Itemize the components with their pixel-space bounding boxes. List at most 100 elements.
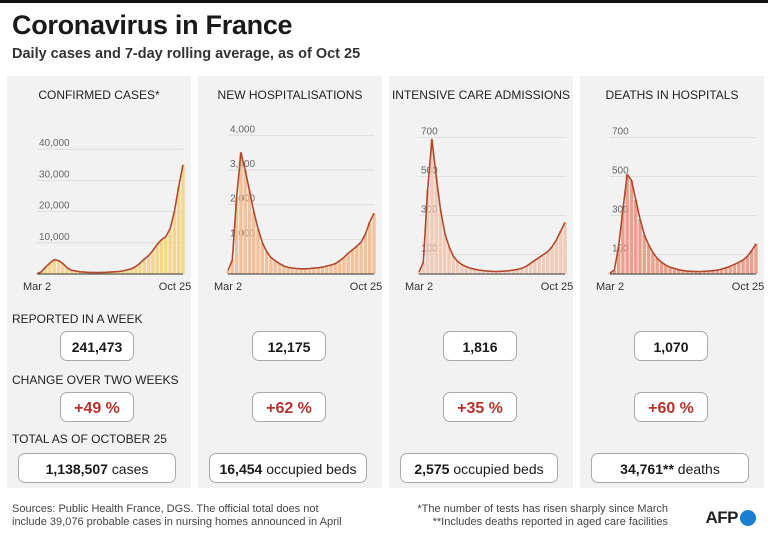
chart-new-hospitalisations: 1,0002,0003,0004,000Mar 2Oct 25 bbox=[198, 106, 382, 298]
change-value: +60 % bbox=[648, 400, 694, 417]
data-bar bbox=[452, 256, 455, 274]
data-bar bbox=[563, 222, 566, 274]
total-unit: deaths bbox=[678, 461, 720, 477]
x-tick-label-end: Oct 25 bbox=[350, 281, 382, 293]
total-confirmed-cases: 1,138,507 cases bbox=[18, 453, 176, 483]
sources-note: Sources: Public Health France, DGS. The … bbox=[12, 503, 342, 529]
data-bar bbox=[252, 212, 255, 274]
data-bar bbox=[173, 212, 176, 274]
change-value: +49 % bbox=[74, 400, 120, 417]
data-bar bbox=[546, 252, 549, 274]
change-confirmed-cases: +49 % bbox=[60, 392, 134, 422]
data-bar bbox=[317, 268, 320, 274]
reported-intensive-care: 1,816 bbox=[443, 331, 517, 361]
data-bar bbox=[168, 229, 171, 274]
data-bar bbox=[533, 260, 536, 274]
data-bar bbox=[269, 257, 272, 274]
data-bar bbox=[368, 222, 371, 274]
x-tick-label-start: Mar 2 bbox=[405, 281, 433, 293]
reported-value: 1,816 bbox=[462, 339, 497, 355]
x-tick-label-end: Oct 25 bbox=[541, 281, 573, 293]
y-tick-label: 700 bbox=[421, 127, 438, 138]
data-bar bbox=[754, 244, 757, 274]
y-tick-label: 700 bbox=[612, 127, 629, 138]
page-subtitle: Daily cases and 7-day rolling average, a… bbox=[12, 46, 360, 62]
total-deaths: 34,761** deaths bbox=[591, 453, 749, 483]
page-title: Coronavirus in France bbox=[12, 10, 292, 41]
data-bar bbox=[329, 265, 332, 274]
reported-value: 12,175 bbox=[268, 339, 311, 355]
reported-deaths: 1,070 bbox=[634, 331, 708, 361]
change-value: +62 % bbox=[266, 400, 312, 417]
change-deaths: +60 % bbox=[634, 392, 708, 422]
panel-title: INTENSIVE CARE ADMISSIONS bbox=[389, 88, 573, 102]
panel-title: DEATHS IN HOSPITALS bbox=[580, 88, 764, 102]
total-unit: occupied beds bbox=[266, 461, 356, 477]
reported-value: 241,473 bbox=[72, 339, 123, 355]
data-bar bbox=[265, 252, 268, 275]
x-tick-label-start: Mar 2 bbox=[596, 281, 624, 293]
footnotes: *The number of tests has risen sharply s… bbox=[417, 503, 668, 529]
data-bar bbox=[538, 257, 541, 274]
data-bar bbox=[364, 234, 367, 274]
panel-title: CONFIRMED CASES* bbox=[7, 88, 191, 102]
panel-confirmed-cases: CONFIRMED CASES* 10,000 20,000 30,000 40,00… bbox=[7, 76, 191, 488]
y-tick-label: 10,000 bbox=[39, 232, 70, 243]
x-tick-label-start: Mar 2 bbox=[23, 281, 51, 293]
data-bar bbox=[156, 244, 159, 274]
data-bar bbox=[737, 262, 740, 274]
data-bar bbox=[53, 260, 56, 274]
y-tick-label: 20,000 bbox=[39, 201, 70, 212]
row-label-reported: REPORTED IN A WEEK bbox=[12, 312, 142, 326]
data-bar bbox=[733, 264, 736, 274]
data-bar bbox=[342, 257, 345, 274]
total-value: 1,138,507 bbox=[46, 461, 108, 477]
data-bar bbox=[338, 261, 341, 274]
data-bar bbox=[372, 213, 375, 274]
row-label-total: TOTAL AS OF OCTOBER 25 bbox=[12, 432, 167, 446]
total-value: 34,761** bbox=[620, 461, 674, 477]
data-bar bbox=[151, 251, 154, 274]
reported-confirmed-cases: 241,473 bbox=[60, 331, 134, 361]
data-bar bbox=[647, 245, 650, 274]
sources-line: include 39,076 probable cases in nursing… bbox=[12, 516, 342, 529]
data-bar bbox=[443, 233, 446, 274]
data-bar bbox=[57, 261, 60, 274]
x-tick-label-end: Oct 25 bbox=[732, 281, 764, 293]
data-bar bbox=[741, 260, 744, 274]
data-bar bbox=[750, 251, 753, 274]
reported-hospitalisations: 12,175 bbox=[252, 331, 326, 361]
data-bar bbox=[746, 256, 749, 274]
data-bar bbox=[274, 261, 277, 274]
data-bar bbox=[147, 256, 150, 274]
data-bar bbox=[542, 255, 545, 275]
data-bar bbox=[559, 231, 562, 274]
y-tick-label: 4,000 bbox=[230, 124, 255, 135]
data-bar bbox=[244, 170, 247, 274]
data-bar bbox=[550, 247, 553, 274]
data-bar bbox=[261, 243, 264, 274]
footnote-tests: *The number of tests has risen sharply s… bbox=[417, 503, 668, 516]
data-bar bbox=[634, 200, 637, 274]
total-unit: cases bbox=[112, 461, 149, 477]
data-bar bbox=[651, 253, 654, 274]
data-bar bbox=[325, 266, 328, 274]
data-bar bbox=[643, 235, 646, 274]
data-bar bbox=[321, 267, 324, 274]
data-bar bbox=[656, 258, 659, 274]
top-rule bbox=[0, 0, 768, 3]
total-value: 2,575 bbox=[414, 461, 449, 477]
data-bar bbox=[177, 187, 180, 274]
data-bar bbox=[555, 240, 558, 274]
afp-logo: AFP bbox=[706, 508, 757, 528]
total-hospitalisations: 16,454 occupied beds bbox=[209, 453, 367, 483]
total-value: 16,454 bbox=[219, 461, 262, 477]
data-bar bbox=[248, 191, 251, 274]
footnote-deaths: **Includes deaths reported in aged care … bbox=[417, 516, 668, 529]
data-bar bbox=[355, 246, 358, 274]
data-bar bbox=[181, 165, 184, 274]
reported-value: 1,070 bbox=[653, 339, 688, 355]
chart-confirmed-cases: 10,00020,00030,00040,000Mar 2 Oct 25 bbox=[7, 106, 191, 298]
sources-line: Sources: Public Health France, DGS. The … bbox=[12, 503, 342, 516]
x-tick-label-end: Oct 25 bbox=[159, 281, 191, 293]
